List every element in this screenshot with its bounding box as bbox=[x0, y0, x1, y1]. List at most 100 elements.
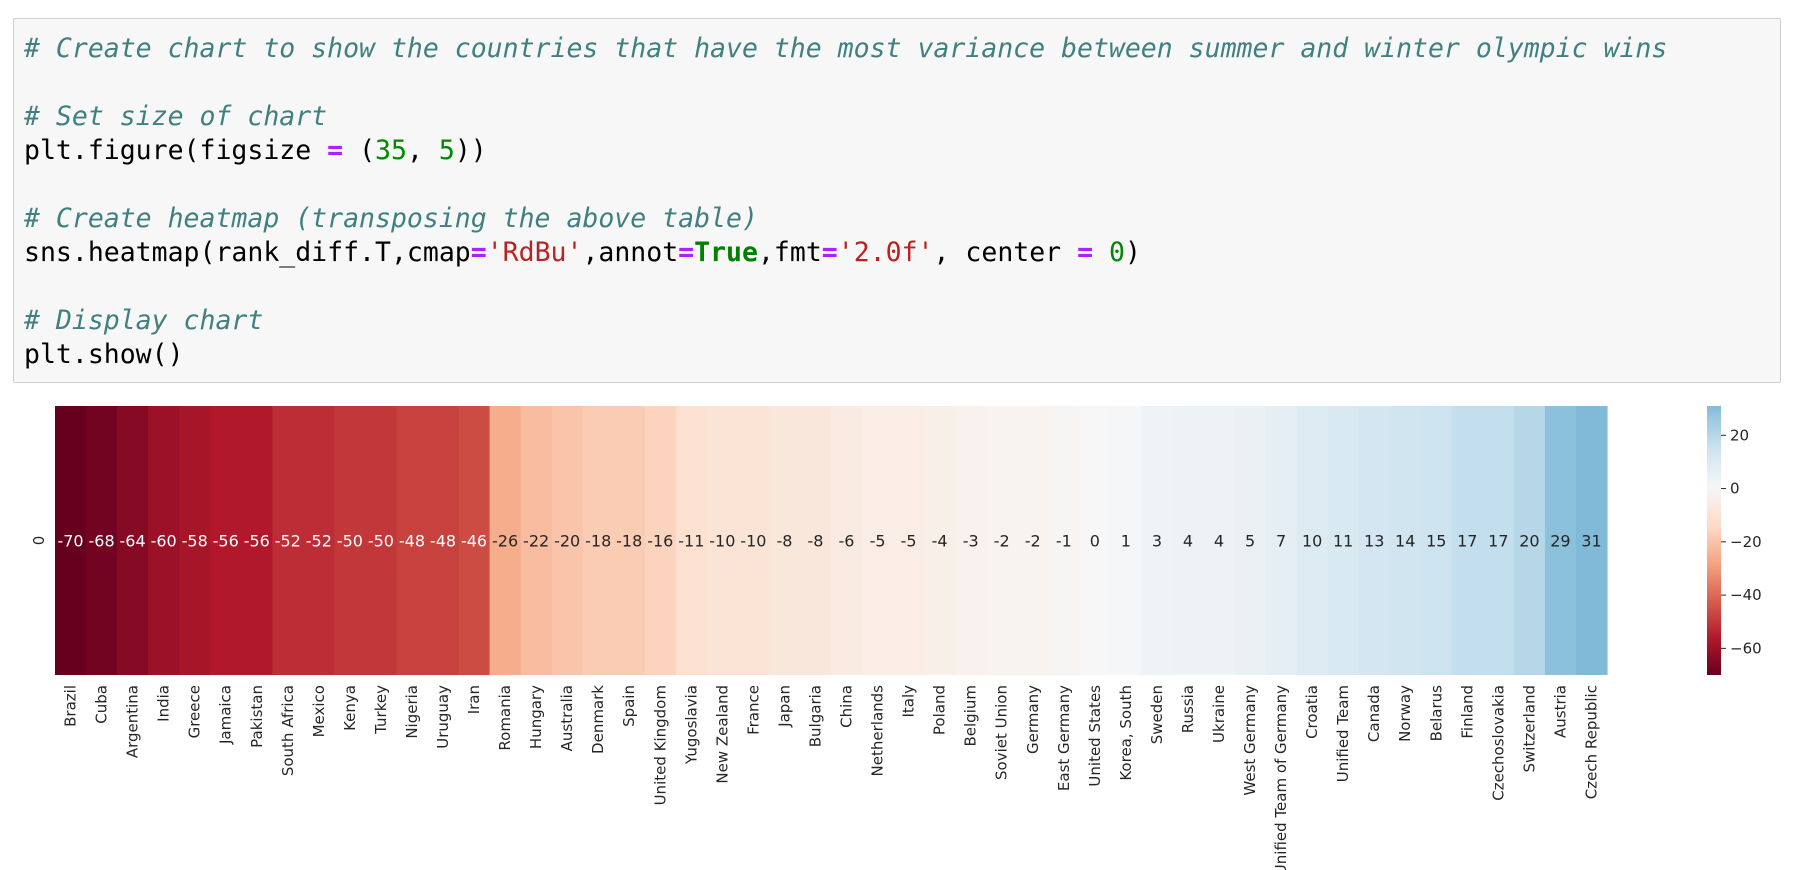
cell-value-label: 4 bbox=[1214, 532, 1224, 551]
code-number: 35 bbox=[375, 135, 407, 166]
heatmap-cell bbox=[582, 406, 615, 675]
x-tick-label: Switzerland bbox=[1520, 685, 1538, 773]
heatmap-cell bbox=[1203, 406, 1236, 675]
x-tick-label: Argentina bbox=[124, 685, 142, 758]
colorbar-tick-label: −60 bbox=[1730, 639, 1762, 657]
cell-value-label: -26 bbox=[492, 532, 518, 551]
cell-value-label: -10 bbox=[740, 532, 766, 551]
cell-value-label: 15 bbox=[1426, 532, 1446, 551]
heatmap-cell bbox=[55, 406, 87, 675]
cell-value-label: 3 bbox=[1152, 532, 1162, 551]
cell-value-label: -18 bbox=[585, 532, 611, 551]
code-token: )) bbox=[454, 135, 487, 166]
cell-value-label: 11 bbox=[1333, 532, 1353, 551]
colorbar-tick-label: −20 bbox=[1730, 533, 1762, 551]
heatmap-cell bbox=[1482, 406, 1515, 675]
heatmap-cell bbox=[86, 406, 118, 675]
code-operator: = bbox=[1077, 237, 1094, 268]
cell-value-label: 31 bbox=[1581, 532, 1601, 551]
heatmap-cell bbox=[1048, 406, 1080, 675]
x-tick-label: Turkey bbox=[372, 685, 390, 735]
heatmap-cell bbox=[706, 406, 739, 675]
heatmap-cell bbox=[520, 406, 553, 675]
heatmap-cell bbox=[675, 406, 708, 675]
colorbar-tick-label: 0 bbox=[1730, 480, 1740, 498]
heatmap-cell bbox=[210, 406, 242, 675]
cell-value-label: -2 bbox=[994, 532, 1010, 551]
cell-value-label: -1 bbox=[1056, 532, 1072, 551]
cell-value-label: -70 bbox=[57, 532, 83, 551]
heatmap-cell bbox=[613, 406, 646, 675]
x-tick-label: Pakistan bbox=[248, 685, 266, 748]
code-line-show: plt.show() bbox=[24, 338, 1780, 372]
x-tick-label: Romania bbox=[496, 685, 514, 751]
cell-value-label: -58 bbox=[182, 532, 208, 551]
cell-value-label: 1 bbox=[1121, 532, 1131, 551]
cell-value-label: -16 bbox=[647, 532, 673, 551]
cell-value-label: -3 bbox=[963, 532, 979, 551]
code-cell[interactable]: # Create chart to show the countries tha… bbox=[13, 18, 1781, 383]
x-tick-label: Australia bbox=[558, 685, 576, 751]
x-tick-label: Unified Team bbox=[1334, 685, 1352, 782]
heatmap-cell bbox=[1234, 406, 1267, 675]
heatmap-cell bbox=[955, 406, 987, 675]
x-tick-label: Jamaica bbox=[217, 685, 235, 745]
cell-value-label: 10 bbox=[1302, 532, 1322, 551]
cell-value-label: -68 bbox=[88, 532, 114, 551]
colorbar bbox=[1707, 406, 1721, 675]
cell-value-label: -52 bbox=[306, 532, 332, 551]
cell-value-label: -46 bbox=[461, 532, 487, 551]
x-tick-label: Bulgaria bbox=[806, 685, 824, 747]
cell-value-label: 17 bbox=[1488, 532, 1508, 551]
heatmap-cell bbox=[1017, 406, 1049, 675]
x-tick-label: Russia bbox=[1179, 685, 1197, 733]
code-number: 0 bbox=[1109, 237, 1125, 268]
cell-value-label: -48 bbox=[430, 532, 456, 551]
code-token: sns.heatmap(rank_diff.T,cmap bbox=[24, 237, 471, 268]
heatmap-cell bbox=[831, 406, 863, 675]
heatmap-cell bbox=[768, 406, 801, 675]
heatmap-cell bbox=[551, 406, 584, 675]
heatmap-cell bbox=[1110, 406, 1142, 675]
x-tick-label: Uruguay bbox=[434, 685, 452, 749]
x-tick-label: Austria bbox=[1551, 685, 1569, 738]
code-token: plt.figure(figsize bbox=[24, 135, 328, 166]
heatmap-cell bbox=[1327, 406, 1360, 675]
cell-value-label: 20 bbox=[1519, 532, 1539, 551]
cell-value-label: -5 bbox=[870, 532, 886, 551]
code-comment: # Create chart to show the countries tha… bbox=[24, 33, 1668, 64]
heatmap-chart: -70Brazil-68Cuba-64Argentina-60India-58G… bbox=[30, 406, 1762, 870]
heatmap-cell bbox=[1451, 406, 1484, 675]
x-tick-label: Spain bbox=[620, 685, 638, 727]
x-tick-label: Kenya bbox=[341, 685, 359, 731]
y-tick-label: 0 bbox=[30, 536, 48, 546]
heatmap-cell bbox=[148, 406, 180, 675]
x-tick-label: Finland bbox=[1458, 685, 1476, 739]
x-tick-label: Germany bbox=[1024, 685, 1042, 754]
x-tick-label: Nigeria bbox=[403, 685, 421, 739]
heatmap-cell bbox=[924, 406, 956, 675]
x-tick-label: Poland bbox=[931, 685, 949, 735]
x-tick-label: Canada bbox=[1365, 685, 1383, 742]
code-line-comment-3: # Create heatmap (transposing the above … bbox=[24, 202, 1780, 236]
x-tick-label: Unified Team of Germany bbox=[1272, 685, 1290, 870]
code-comment: # Display chart bbox=[24, 305, 264, 336]
heatmap-cell bbox=[1172, 406, 1205, 675]
code-operator: = bbox=[821, 237, 838, 268]
code-token: , bbox=[406, 135, 439, 166]
heatmap-cell bbox=[396, 406, 429, 675]
heatmap-cell bbox=[737, 406, 770, 675]
cell-value-label: 7 bbox=[1276, 532, 1286, 551]
x-tick-label: East Germany bbox=[1055, 685, 1073, 791]
code-token: ) bbox=[1125, 237, 1141, 268]
heatmap-cell bbox=[365, 406, 398, 675]
code-string: 'RdBu' bbox=[486, 237, 583, 268]
code-keyword: True bbox=[694, 237, 758, 268]
x-tick-label: Denmark bbox=[589, 685, 607, 754]
heatmap-cell bbox=[179, 406, 211, 675]
code-token: ,annot bbox=[582, 237, 679, 268]
cell-value-label: -22 bbox=[523, 532, 549, 551]
heatmap-cell bbox=[303, 406, 335, 675]
x-tick-label: Sweden bbox=[1148, 685, 1166, 744]
colorbar-tick-label: 20 bbox=[1730, 426, 1749, 444]
